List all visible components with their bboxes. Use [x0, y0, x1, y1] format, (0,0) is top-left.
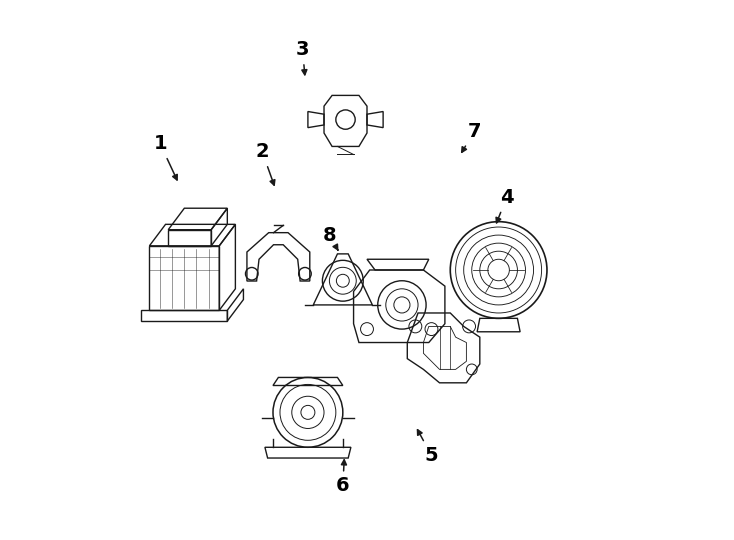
Text: 4: 4 — [496, 188, 514, 223]
Text: 1: 1 — [153, 134, 177, 180]
Text: 3: 3 — [296, 40, 309, 75]
Text: 2: 2 — [255, 143, 275, 185]
Text: 8: 8 — [322, 226, 338, 250]
Text: 7: 7 — [462, 122, 482, 152]
Text: 6: 6 — [336, 460, 349, 496]
Text: 5: 5 — [418, 430, 438, 465]
